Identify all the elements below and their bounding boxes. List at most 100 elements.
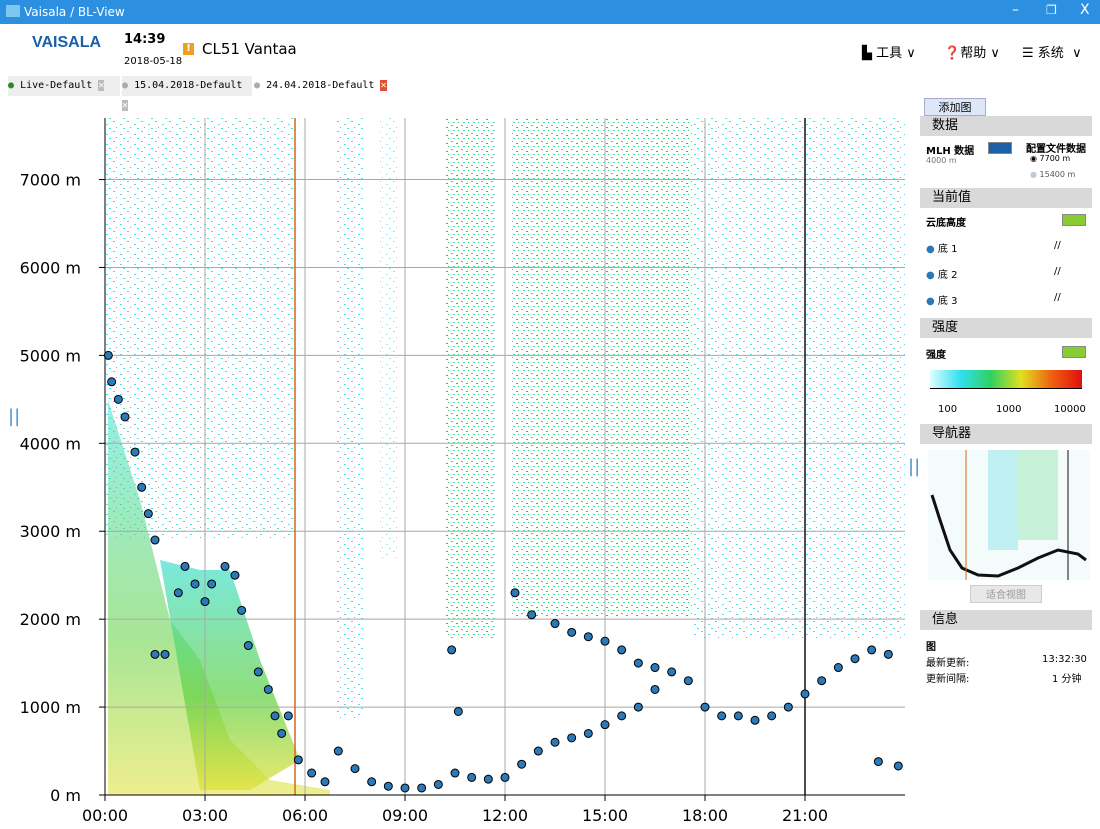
cloud-base-point [568, 734, 576, 742]
splitter-handle[interactable]: || [908, 456, 920, 477]
cloud-base-point [294, 756, 302, 764]
cloud-base-point [518, 760, 526, 768]
menu-tools[interactable]: ▙ 工具 ∨ [862, 42, 916, 61]
value: // [1054, 240, 1061, 251]
menu-help[interactable]: ❓帮助 ∨ [944, 42, 1000, 61]
cloud-base-point [618, 646, 626, 654]
cloud-base-point [221, 562, 229, 570]
label: 底 2 [938, 270, 958, 281]
cloud-base-point [468, 773, 476, 781]
color-scale [930, 370, 1082, 389]
cloud-base-point [308, 769, 316, 777]
cloud-base-point [264, 685, 272, 693]
label: 最新更新: [926, 654, 969, 669]
x-tick-label: 18:00 [682, 806, 728, 825]
logo: VAISALA [32, 34, 101, 52]
cloud-base-point [181, 562, 189, 570]
cloud-base-point [634, 659, 642, 667]
cloud-base-point [191, 580, 199, 588]
y-tick-label: 2000 m [20, 610, 81, 629]
cloud-base-point [601, 637, 609, 645]
cloud-base-point [321, 778, 329, 786]
cloud-base-point [511, 589, 519, 597]
value: 13:32:30 [1042, 654, 1087, 665]
cloud-base-point [271, 712, 279, 720]
cloud-base-point [668, 668, 676, 676]
toggle[interactable] [988, 142, 1012, 154]
fit-view-button[interactable]: 适合视图 [970, 585, 1042, 603]
add-chart-button[interactable]: 添加图 [924, 98, 986, 116]
cloud-base-point [584, 729, 592, 737]
menu-label: 工具 [876, 46, 902, 61]
tab-bar: ● Live-Default ✕ ● 15.04.2018-Default ✕ … [8, 76, 918, 96]
label: 云底高度 [926, 214, 966, 229]
cloud-base-point [801, 690, 809, 698]
radio[interactable]: ● 15400 m [1030, 170, 1075, 179]
label: 15400 m [1040, 170, 1076, 179]
cloud-base-point [451, 769, 459, 777]
menu-label: 系统 [1038, 46, 1064, 61]
cloud-base-point [601, 721, 609, 729]
cloud-base-point [534, 747, 542, 755]
x-tick-label: 12:00 [482, 806, 528, 825]
cloud-base-point [131, 448, 139, 456]
cloud-base-point [138, 483, 146, 491]
tab[interactable]: ● 15.04.2018-Default ✕ [122, 76, 252, 96]
label: 更新间隔: [926, 670, 969, 685]
base-row: ● 底 1 [926, 240, 957, 255]
site-name: CL51 Vantaa [202, 40, 297, 58]
window-title: Vaisala / BL-View [24, 5, 125, 19]
cloud-base-point [651, 685, 659, 693]
scale-label: 100 [938, 404, 957, 415]
cloud-base-point [121, 413, 129, 421]
tab-active[interactable]: ● 24.04.2018-Default ✕ [254, 76, 388, 96]
cloud-base-point [238, 606, 246, 614]
cloud-base-point [684, 677, 692, 685]
tab[interactable]: ● Live-Default ✕ [8, 76, 120, 96]
label: 4000 m [926, 156, 957, 165]
section-header: 当前值 [920, 188, 1092, 208]
cloud-base-point [784, 703, 792, 711]
cloud-base-point [174, 589, 182, 597]
close[interactable]: X [1080, 2, 1090, 18]
cloud-base-point [151, 536, 159, 544]
base-row: ● 底 2 [926, 266, 957, 281]
app-icon [6, 5, 20, 17]
cloud-base-point [718, 712, 726, 720]
cloud-base-point [484, 775, 492, 783]
section-header: 强度 [920, 318, 1092, 338]
app: Vaisala / BL-View – ❐ X VAISALA 14:39 20… [0, 0, 1100, 829]
cloud-base-point [114, 395, 122, 403]
tab-label: 24.04.2018-Default [266, 80, 374, 91]
toggle[interactable] [1062, 346, 1086, 358]
cloud-base-point [701, 703, 709, 711]
tab-label: 15.04.2018-Default [134, 80, 242, 91]
cloud-base-point [161, 650, 169, 658]
cloud-base-point [401, 784, 409, 792]
cloud-base-point [108, 378, 116, 386]
label: 7700 m [1040, 154, 1071, 163]
splitter-handle[interactable]: || [8, 406, 20, 427]
cloud-base-point [254, 668, 262, 676]
cloud-base-point [894, 762, 902, 770]
y-tick-label: 1000 m [20, 698, 81, 717]
minimize[interactable]: – [1012, 2, 1019, 18]
cloud-base-point [851, 655, 859, 663]
scale-label: 1000 [996, 404, 1021, 415]
x-tick-label: 06:00 [282, 806, 328, 825]
value: 1 分钟 [1052, 670, 1082, 685]
cloud-base-point [501, 773, 509, 781]
menu-system[interactable]: ☰ 系统 ∨ [1022, 42, 1082, 61]
cloud-base-point [104, 351, 112, 359]
header: VAISALA 14:39 2018-05-18 ! CL51 Vantaa ▙… [0, 24, 1100, 72]
radio[interactable]: ◉ 7700 m [1030, 154, 1070, 163]
cloud-base-point [351, 765, 359, 773]
cloud-base-point [144, 510, 152, 518]
cloud-base-point [151, 650, 159, 658]
cloud-base-point [244, 642, 252, 650]
toggle[interactable] [1062, 214, 1086, 226]
cloud-base-point [418, 784, 426, 792]
cloud-base-point [634, 703, 642, 711]
restore[interactable]: ❐ [1046, 3, 1057, 17]
